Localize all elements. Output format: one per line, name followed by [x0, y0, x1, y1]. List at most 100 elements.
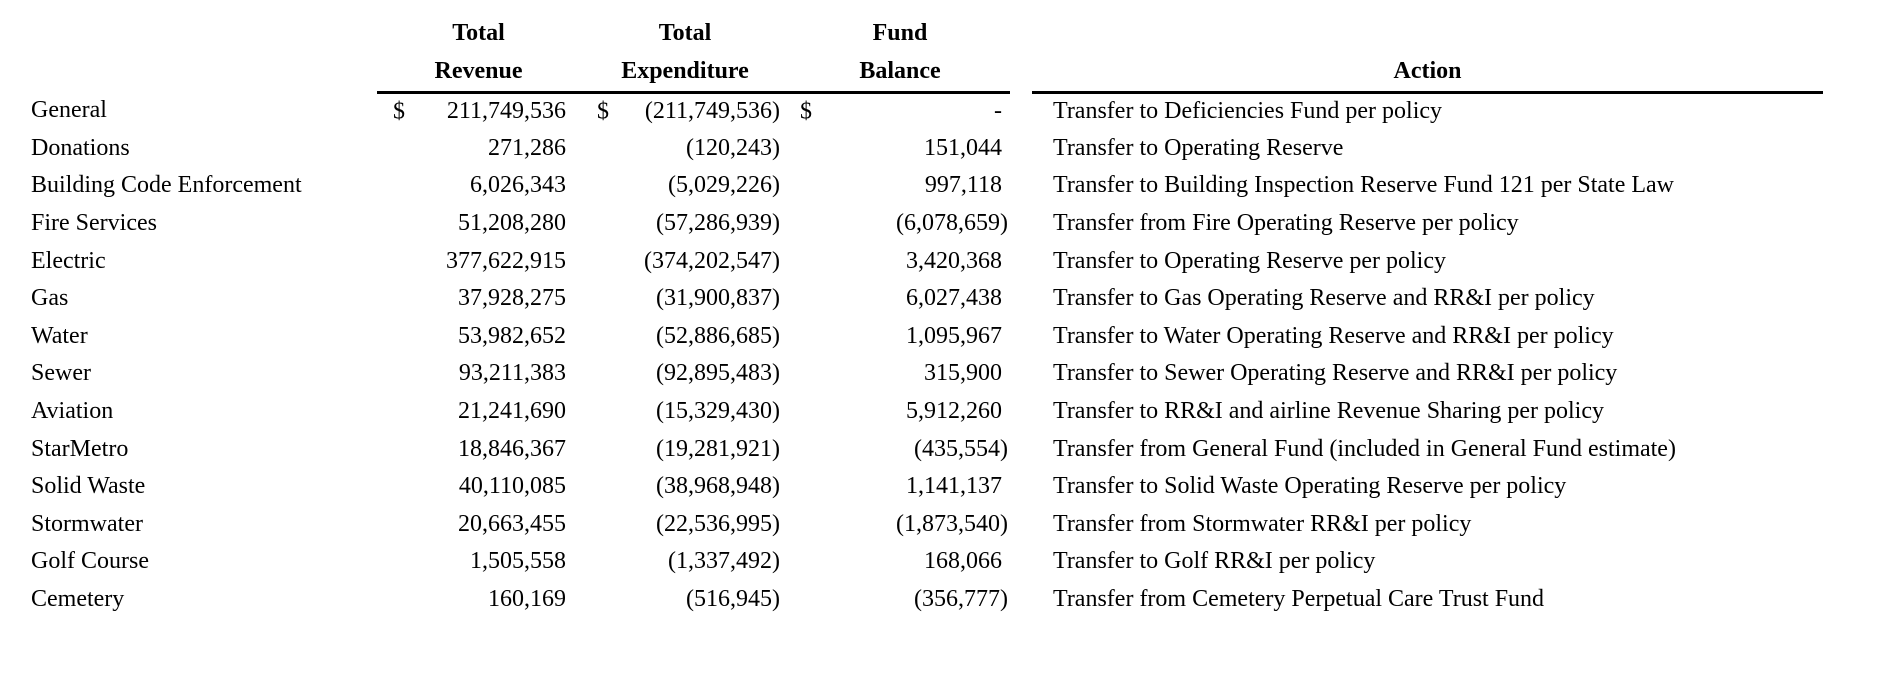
column-gap: [1010, 167, 1032, 205]
column-gap: [1010, 355, 1032, 393]
table-row: Aviation 21,241,690 (15,329,430) 5,912,2…: [31, 393, 1823, 431]
expenditure-cell: (57,286,939): [656, 210, 780, 237]
total-expenditure-header-line2: Expenditure: [580, 53, 790, 94]
revenue-cell: 18,846,367: [458, 435, 566, 462]
balance-cell: 1,141,137: [906, 473, 1008, 500]
revenue-cell: 40,110,085: [458, 473, 566, 500]
revenue-cell: 93,211,383: [458, 360, 566, 387]
column-gap: [1010, 581, 1032, 619]
expenditure-cell: (374,202,547): [644, 247, 780, 274]
balance-cell: 5,912,260: [906, 398, 1008, 425]
revenue-cell: 377,622,915: [446, 247, 566, 274]
balance-cell: 315,900: [924, 360, 1008, 387]
fund-name-cell: Gas: [31, 285, 69, 312]
action-cell: Transfer to Operating Reserve per policy: [1053, 247, 1446, 274]
action-cell: Transfer to RR&I and airline Revenue Sha…: [1053, 398, 1604, 425]
table-row: Golf Course 1,505,558 (1,337,492) 168,06…: [31, 543, 1823, 581]
revenue-cell: $211,749,536: [393, 98, 566, 125]
column-gap: [1010, 543, 1032, 581]
revenue-cell: 51,208,280: [458, 210, 566, 237]
expenditure-cell: (52,886,685): [656, 322, 780, 349]
expenditure-cell: (5,029,226): [668, 172, 780, 199]
action-cell: Transfer to Sewer Operating Reserve and …: [1053, 360, 1618, 387]
column-gap: [1010, 430, 1032, 468]
balance-cell: 151,044: [924, 134, 1008, 161]
balance-cell: 6,027,438: [906, 285, 1008, 312]
balance-cell: 1,095,967: [906, 322, 1008, 349]
currency-symbol: $: [800, 98, 812, 125]
fund-name-cell: General: [31, 97, 107, 124]
fund-name-cell: Building Code Enforcement: [31, 172, 302, 199]
column-gap: [1010, 280, 1032, 318]
action-cell: Transfer from Stormwater RR&I per policy: [1053, 510, 1472, 537]
revenue-cell: 53,982,652: [458, 322, 566, 349]
fund-summary-sheet: Total Total Fund Revenue Expenditure Bal…: [31, 14, 1823, 618]
table-row: Cemetery 160,169 (516,945) (356,777) Tra…: [31, 581, 1823, 619]
balance-cell: 3,420,368: [906, 247, 1008, 274]
table-row: Stormwater 20,663,455 (22,536,995) (1,87…: [31, 506, 1823, 544]
expenditure-cell: (22,536,995): [656, 510, 780, 537]
revenue-cell: 6,026,343: [470, 172, 566, 199]
fund-balance-header-line2: Balance: [790, 53, 1010, 94]
fund-name-header: [31, 53, 377, 92]
table-row: Water 53,982,652 (52,886,685) 1,095,967 …: [31, 318, 1823, 356]
action-cell: Transfer from Fire Operating Reserve per…: [1053, 210, 1519, 237]
expenditure-cell: (31,900,837): [656, 285, 780, 312]
expenditure-cell: (92,895,483): [656, 360, 780, 387]
fund-name-cell: Golf Course: [31, 548, 149, 575]
table-row: Electric 377,622,915 (374,202,547) 3,420…: [31, 242, 1823, 280]
revenue-cell: 271,286: [488, 134, 566, 161]
balance-cell: $ -: [800, 98, 1008, 125]
table-row: Gas 37,928,275 (31,900,837) 6,027,438 Tr…: [31, 280, 1823, 318]
action-cell: Transfer to Building Inspection Reserve …: [1053, 172, 1675, 199]
revenue-cell: 37,928,275: [458, 285, 566, 312]
column-gap: [1010, 468, 1032, 506]
expenditure-cell: (19,281,921): [656, 435, 780, 462]
revenue-cell: 160,169: [488, 586, 566, 613]
action-cell: Transfer to Operating Reserve: [1053, 134, 1344, 161]
action-cell: Transfer to Water Operating Reserve and …: [1053, 322, 1614, 349]
action-cell: Transfer to Golf RR&I per policy: [1053, 548, 1376, 575]
header-row-1: Total Total Fund: [31, 14, 1823, 53]
fund-balance-header-line1: Fund: [872, 20, 928, 46]
column-gap: [1010, 14, 1032, 53]
action-cell: Transfer to Deficiencies Fund per policy: [1053, 98, 1443, 125]
fund-name-cell: Water: [31, 322, 88, 349]
balance-cell: (1,873,540): [896, 510, 1008, 537]
column-gap: [1010, 506, 1032, 544]
action-cell: Transfer from General Fund (included in …: [1053, 435, 1676, 462]
action-header-spacer: [1032, 14, 1823, 53]
column-gap: [1010, 130, 1032, 168]
fund-name-cell: Electric: [31, 247, 106, 274]
revenue-cell: 1,505,558: [470, 548, 566, 575]
fund-name-cell: Sewer: [31, 360, 91, 387]
table-row: Sewer 93,211,383 (92,895,483) 315,900 Tr…: [31, 355, 1823, 393]
total-revenue-header-line1: Total: [452, 20, 505, 46]
fund-name-cell: Cemetery: [31, 586, 125, 613]
table-row: Solid Waste 40,110,085 (38,968,948) 1,14…: [31, 468, 1823, 506]
action-cell: Transfer to Solid Waste Operating Reserv…: [1053, 473, 1567, 500]
balance-cell: (356,777): [914, 586, 1008, 613]
fund-name-cell: Stormwater: [31, 510, 143, 537]
fund-name-cell: Aviation: [31, 398, 114, 425]
fund-name-cell: Solid Waste: [31, 473, 146, 500]
column-gap: [1010, 92, 1032, 130]
fund-name-header-spacer: [31, 14, 377, 53]
table-row: StarMetro 18,846,367 (19,281,921) (435,5…: [31, 430, 1823, 468]
expenditure-cell: (516,945): [686, 586, 780, 613]
balance-cell: (435,554): [914, 435, 1008, 462]
total-revenue-header-line2: Revenue: [377, 53, 580, 94]
fund-summary-table: Total Total Fund Revenue Expenditure Bal…: [31, 14, 1823, 618]
table-row: Donations 271,286 (120,243) 151,044 Tran…: [31, 130, 1823, 168]
action-cell: Transfer to Gas Operating Reserve and RR…: [1053, 285, 1595, 312]
balance-cell: 997,118: [924, 172, 1008, 199]
revenue-cell: 20,663,455: [458, 510, 566, 537]
expenditure-cell: $ (211,749,536): [597, 98, 780, 125]
currency-symbol: $: [597, 98, 609, 125]
table-row: General $211,749,536 $ (211,749,536) $ - T…: [31, 92, 1823, 130]
revenue-cell: 21,241,690: [458, 398, 566, 425]
column-gap: [1010, 318, 1032, 356]
fund-name-cell: Fire Services: [31, 210, 157, 237]
column-gap: [1010, 242, 1032, 280]
